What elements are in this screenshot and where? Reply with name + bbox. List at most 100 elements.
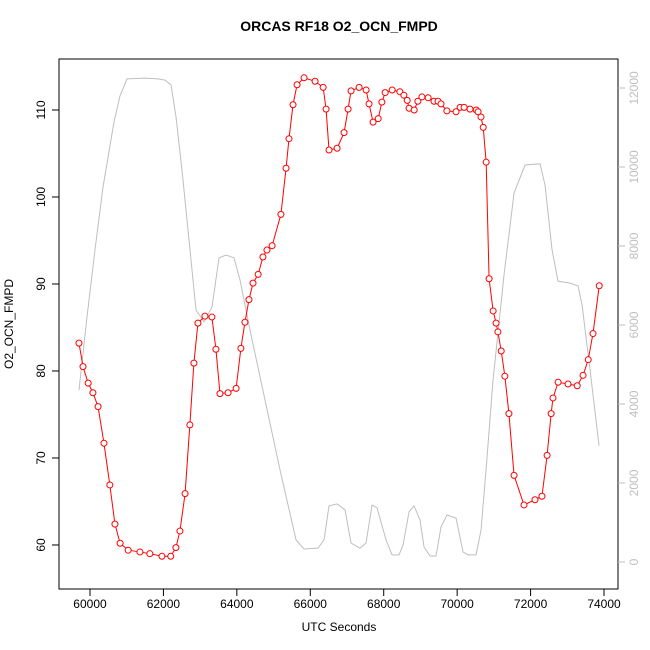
data-point [344,105,352,113]
data-point [75,339,83,347]
y-tick-label: 100 [34,187,48,207]
data-point [554,378,562,386]
data-point [485,275,493,283]
data-point [549,394,557,402]
data-point [124,546,132,554]
data-point [285,135,293,143]
data-point [381,89,389,97]
data-point [190,359,198,367]
data-point [452,108,460,116]
data-point [479,123,487,131]
data-point [136,548,144,556]
data-point [224,389,232,397]
data-point [89,389,97,397]
data-point [424,94,432,102]
data-point [579,371,587,379]
data-point [531,496,539,504]
data-point [194,319,202,327]
data-point [300,74,308,82]
data-point [146,550,154,558]
data-point [94,403,102,411]
data-point [289,101,297,109]
data-point [176,527,184,535]
y-tick-label: 60 [34,538,48,552]
data-point [482,158,490,166]
data-point [573,382,581,390]
data-point [259,253,267,261]
y-tick-label: 70 [34,451,48,465]
data-point [319,83,327,91]
y2-tick-label: 12000 [627,71,641,105]
data-point [311,77,319,85]
data-point [443,107,451,115]
data-point [322,105,330,113]
y2-tick-label: 2000 [627,469,641,496]
data-point [410,106,418,114]
x-tick-label: 72000 [514,597,548,611]
data-point [212,345,220,353]
data-point [254,270,262,278]
data-point [538,492,546,500]
data-point [245,296,253,304]
y2-tick-label: 10000 [627,150,641,184]
data-point [501,372,509,380]
data-point [584,356,592,364]
data-point [208,313,216,321]
x-tick-label: 70000 [440,597,474,611]
x-tick-label: 68000 [367,597,401,611]
data-point [466,105,474,113]
data-point [378,98,386,106]
series-line [78,77,600,557]
data-point [116,539,124,547]
y2-tick-label: 4000 [627,390,641,417]
x-tick-label: 60000 [73,597,107,611]
data-point [241,318,249,326]
data-point [106,481,114,489]
data-point [520,501,528,509]
chart-title: ORCAS RF18 O2_OCN_FMPD [240,18,438,34]
data-point [418,93,426,101]
data-point [510,471,518,479]
data-point [505,410,513,418]
data-point [403,96,411,104]
data-point [268,242,276,250]
data-point [369,118,377,126]
data-point [388,86,396,94]
data-point [263,246,271,254]
data-point [201,312,209,320]
data-point [564,380,572,388]
data-point [237,344,245,352]
data-point [595,282,603,290]
data-point [365,100,373,108]
x-tick-label: 74000 [587,597,621,611]
x-tick-label: 64000 [220,597,254,611]
data-point [293,81,301,89]
data-point [494,328,502,336]
y2-tick-label: 8000 [627,232,641,259]
data-point [437,100,445,108]
y-axis-label: O2_OCN_FMPD [2,279,16,369]
data-point [362,86,370,94]
data-point [100,439,108,447]
data-point [79,363,87,371]
data-point [158,552,166,560]
data-point [589,330,597,338]
y2-tick-label: 0 [627,558,641,565]
data-point [325,146,333,154]
plot-box [58,58,619,590]
data-point [400,91,408,99]
data-point [474,108,482,116]
data-point [347,87,355,95]
x-axis-label: UTC Seconds [302,620,377,634]
data-point [374,115,382,123]
y2-tick-label: 6000 [627,311,641,338]
data-point [111,520,119,528]
data-point [282,164,290,172]
data-point [340,129,348,137]
data-point [84,379,92,387]
data-point [186,421,194,429]
x-tick-label: 66000 [294,597,328,611]
data-point [277,210,285,218]
data-point [232,384,240,392]
